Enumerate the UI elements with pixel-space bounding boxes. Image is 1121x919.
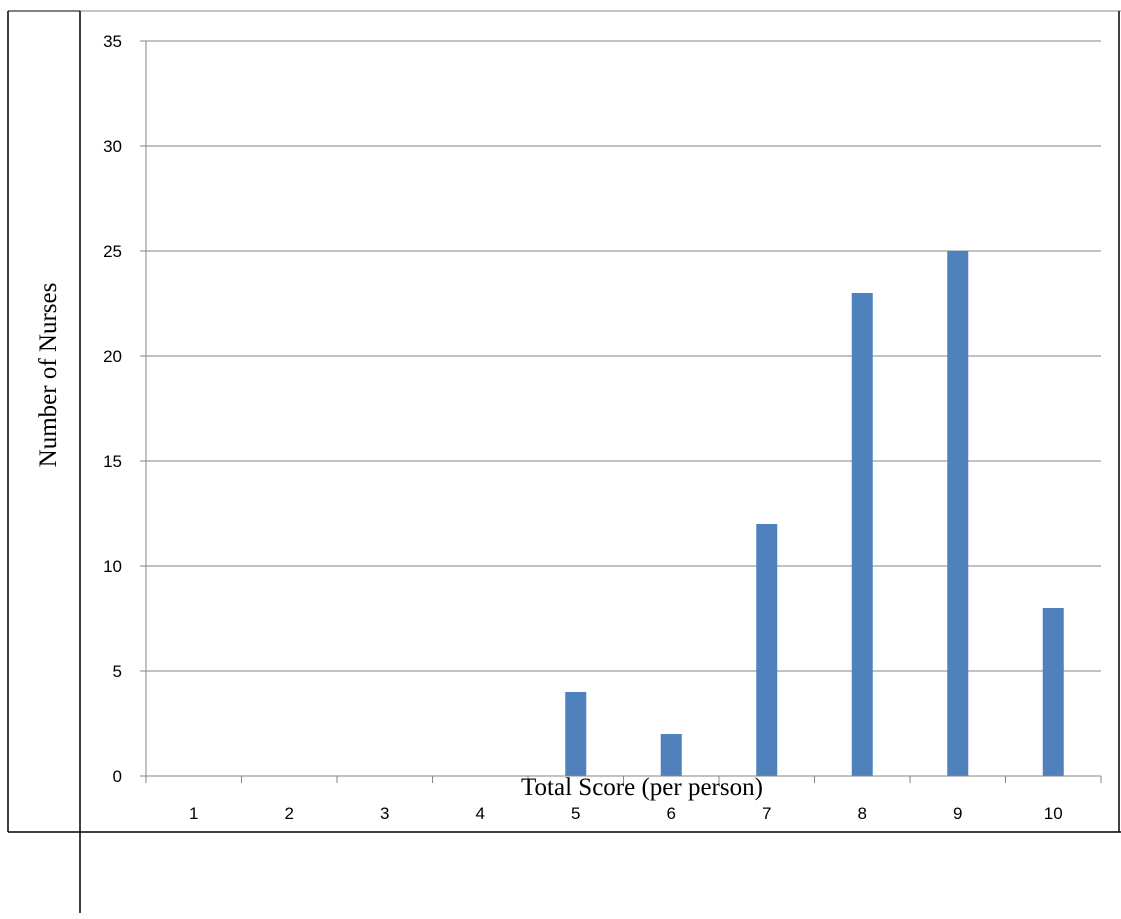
- y-tick-label: 30: [103, 137, 122, 156]
- bar: [660, 734, 682, 776]
- x-tick-label: 8: [858, 804, 867, 823]
- x-tick-labels: 1 2 3 4 5 6 7 8 9 10: [189, 804, 1063, 823]
- x-tick-label: 6: [667, 804, 676, 823]
- x-tick-label: 1: [189, 804, 198, 823]
- y-tick-label: 20: [103, 347, 122, 366]
- y-tick-label: 25: [103, 242, 122, 261]
- bar: [947, 251, 969, 776]
- x-tick-label: 9: [953, 804, 962, 823]
- bar: [1042, 608, 1064, 776]
- bars: [565, 251, 1064, 776]
- y-axis-title: Number of Nurses: [35, 283, 62, 468]
- y-tick-labels: 0 5 10 15 20 25 30 35: [103, 32, 122, 786]
- chart-frame: [7, 10, 1121, 913]
- x-axis-title: Total Score (per person): [521, 774, 763, 801]
- bar: [756, 524, 778, 776]
- axes: [140, 40, 1102, 783]
- y-tick-label: 0: [113, 767, 122, 786]
- x-tick-label: 7: [762, 804, 771, 823]
- x-tick-label: 3: [380, 804, 389, 823]
- x-tick-label: 10: [1044, 804, 1063, 823]
- x-tick-label: 5: [571, 804, 580, 823]
- y-tick-label: 35: [103, 32, 122, 51]
- x-tick-label: 4: [476, 804, 485, 823]
- bar: [565, 692, 587, 776]
- y-tick-label: 15: [103, 452, 122, 471]
- y-tick-label: 10: [103, 557, 122, 576]
- x-tick-label: 2: [285, 804, 294, 823]
- y-tick-label: 5: [113, 662, 122, 681]
- gridlines: [146, 40, 1101, 672]
- bar: [851, 293, 873, 776]
